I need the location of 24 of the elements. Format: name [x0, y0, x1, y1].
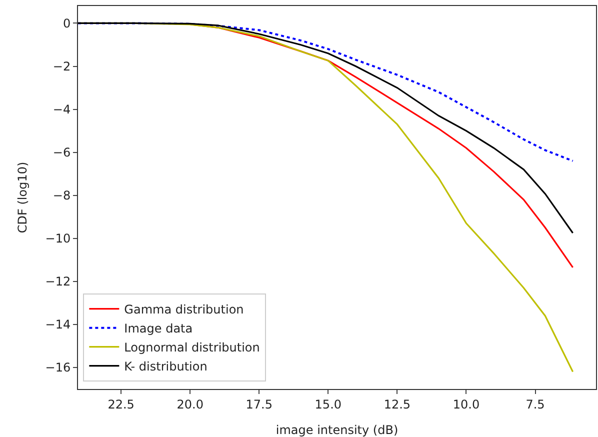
legend-label: Gamma distribution [124, 302, 244, 317]
y-tick-label: −2 [52, 59, 71, 74]
line-series [78, 22, 574, 162]
y-tick-label: −8 [52, 188, 71, 203]
x-tick-label: 10.0 [452, 397, 480, 412]
y-tick-label: −6 [52, 146, 71, 160]
line-series [78, 22, 574, 234]
x-tick-label: 7.5 [526, 397, 545, 412]
y-tick-label: −12 [45, 274, 71, 289]
y-tick-label: −4 [52, 102, 71, 116]
x-tick-label: 17.5 [246, 397, 272, 412]
x-tick-label: 12.5 [384, 397, 411, 412]
y-tick-label: −10 [45, 232, 71, 246]
legend-label: Image data [124, 322, 193, 336]
x-tick-label: 22.5 [108, 397, 134, 412]
x-tick-label: 20.0 [176, 397, 204, 412]
legend-label: K- distribution [124, 360, 208, 374]
x-axis-title: image intensity (dB) [276, 423, 398, 437]
y-tick-label: 0 [62, 16, 71, 30]
y-tick-label: −14 [45, 318, 71, 332]
y-tick-label: −16 [45, 360, 71, 375]
legend-label: Lognormal distribution [124, 340, 260, 355]
y-axis-title: CDF (log10) [16, 162, 30, 234]
x-tick-label: 15.0 [314, 397, 342, 412]
